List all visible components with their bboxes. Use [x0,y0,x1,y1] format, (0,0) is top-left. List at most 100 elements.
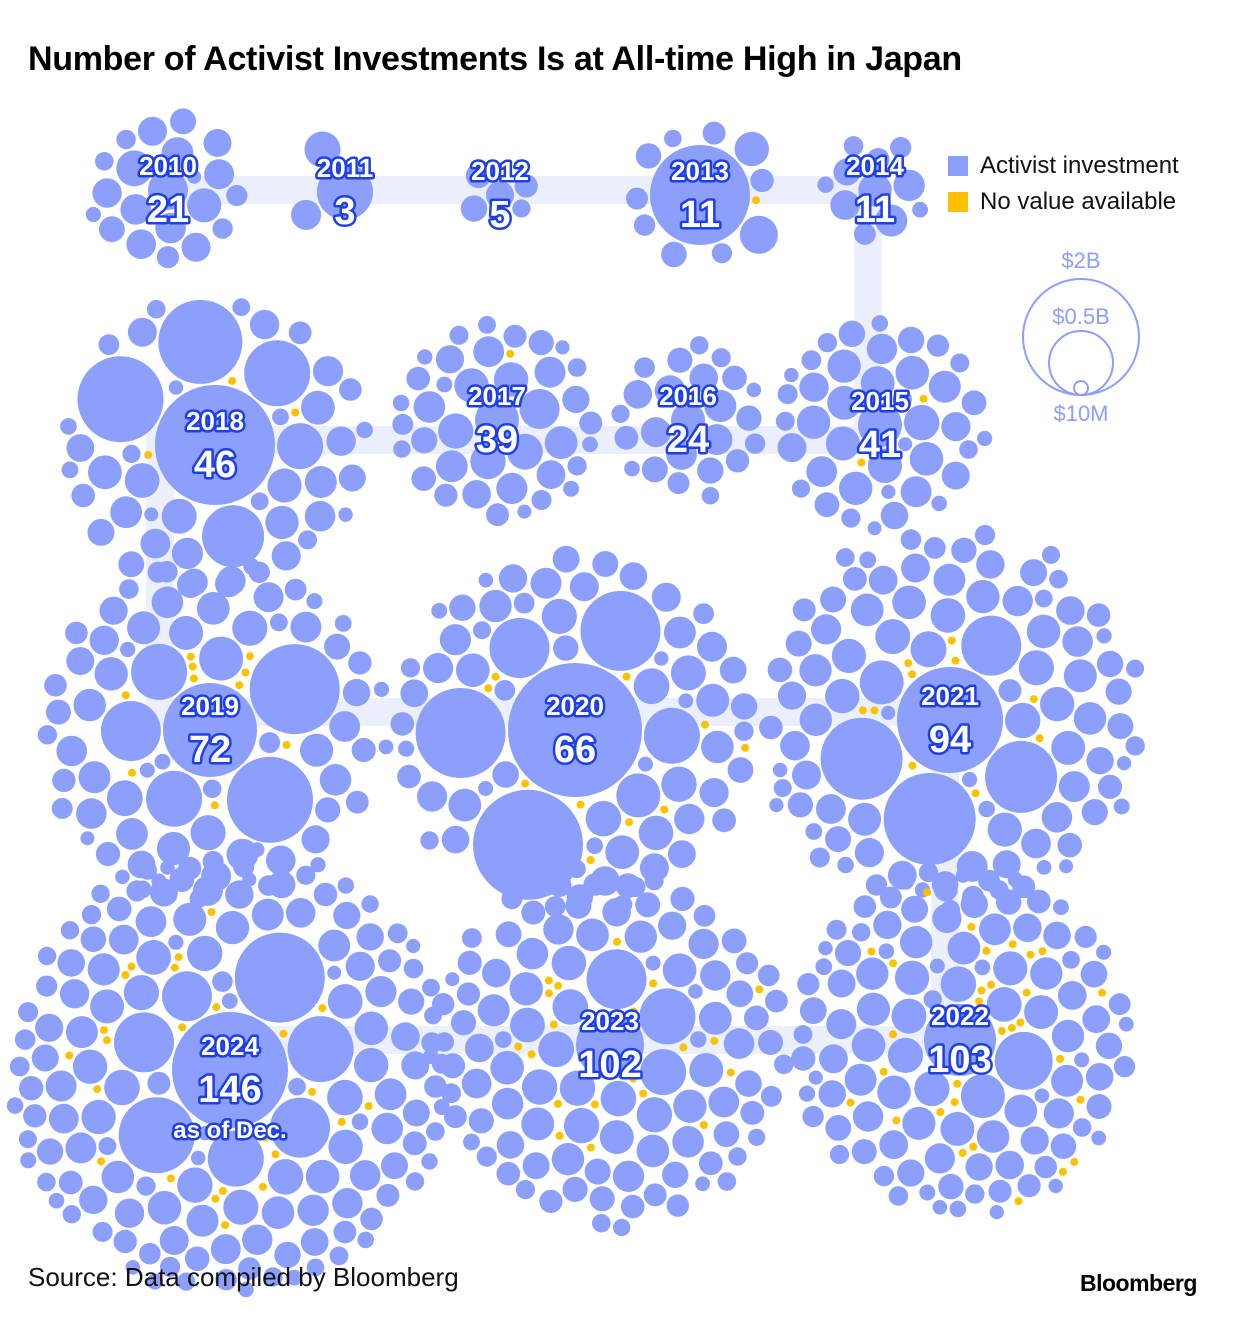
investment-bubble [521,900,546,925]
investment-bubble [580,590,661,671]
no-value-bubble [846,1098,855,1107]
investment-bubble [400,658,421,678]
year-label: 2013 [671,156,729,186]
investment-bubble [357,1231,375,1249]
no-value-bubble [586,856,595,864]
investment-bubble [817,333,838,353]
investment-bubble [202,505,265,568]
investment-bubble [701,730,734,764]
investment-bubble [221,993,238,1009]
investment-bubble [734,721,754,741]
investment-bubble [417,781,448,812]
investment-bubble [1113,798,1130,815]
investment-bubble [592,1213,611,1233]
investment-bubble [327,965,342,980]
investment-bubble [493,362,529,397]
no-value-bubble [947,636,956,645]
investment-bubble [775,411,795,431]
investment-bubble [243,558,260,575]
investment-bubble [20,1152,37,1169]
investment-bubble [66,647,95,676]
no-value-bubble [210,801,219,810]
investment-bubble [612,1160,645,1193]
no-value-bubble [958,1148,967,1157]
no-value-bubble [1070,1157,1079,1166]
investment-bubble [411,427,438,454]
no-value-bubble [639,1089,648,1098]
count-label: 46 [194,444,236,486]
investment-bubble [401,1051,430,1080]
investment-bubble [267,870,296,899]
investment-bubble [871,315,889,332]
investment-bubble [215,1269,237,1291]
investment-bubble [81,905,102,925]
investment-bubble [223,1189,259,1225]
no-value-bubble [908,670,916,679]
investment-bubble [801,350,822,371]
investment-bubble [1026,889,1051,914]
investment-bubble [456,982,480,1006]
investment-bubble [1125,736,1145,756]
investment-bubble [271,541,301,571]
investment-bubble [531,490,552,510]
investment-bubble [931,495,947,512]
investment-bubble [1043,921,1071,950]
investment-bubble [1005,702,1041,739]
investment-bubble [644,871,664,891]
investment-bubble [491,1087,524,1120]
investment-bubble [461,1068,492,1099]
investment-bubble [92,178,122,208]
investment-bubble [508,663,642,797]
investment-bubble [421,1153,438,1170]
investment-bubble [62,1205,81,1224]
investment-bubble [521,1069,558,1105]
investment-bubble [138,861,157,880]
investment-bubble [974,524,996,546]
no-value-bubble [857,458,866,467]
investment-bubble [616,773,661,818]
investment-bubble [90,989,125,1024]
investment-bubble [244,340,311,407]
investment-bubble [66,434,95,462]
investment-bubble [873,1165,895,1187]
investment-bubble [95,152,114,171]
investment-bubble [392,394,410,412]
investment-bubble [690,1031,707,1048]
investment-bubble [216,566,246,596]
investment-bubble [106,780,143,817]
investment-bubble [592,551,619,577]
investment-bubble [998,679,1022,703]
investment-bubble [146,1273,164,1290]
investment-bubble [99,596,128,625]
investment-bubble [232,610,268,646]
investment-bubble [454,368,489,403]
investment-bubble [234,932,325,1023]
investment-bubble [45,699,71,725]
investment-bubble [79,1185,108,1215]
investment-bubble [851,1028,886,1062]
investment-bubble [501,888,523,910]
investment-bubble [261,1196,295,1229]
investment-bubble [80,926,107,952]
investment-bubble [619,562,648,590]
investment-bubble [1051,730,1086,765]
count-label: 94 [929,719,971,761]
investment-bubble [398,740,415,757]
investment-bubble [854,223,876,245]
investment-bubble [400,679,429,708]
no-value-bubble [879,1067,888,1076]
investment-bubble [825,1115,852,1141]
investment-bubble [547,873,572,897]
investment-bubble [304,500,336,532]
no-value-bubble [969,1142,978,1151]
investment-bubble [378,949,402,973]
no-value-bubble [726,1068,735,1077]
investment-bubble [1059,859,1074,874]
investment-bubble [187,188,222,223]
investment-bubble [909,442,944,476]
investment-bubble [833,158,861,186]
investment-bubble [187,935,223,972]
no-value-bubble [166,1174,175,1183]
investment-bubble [304,131,341,168]
no-value-bubble [545,989,553,998]
